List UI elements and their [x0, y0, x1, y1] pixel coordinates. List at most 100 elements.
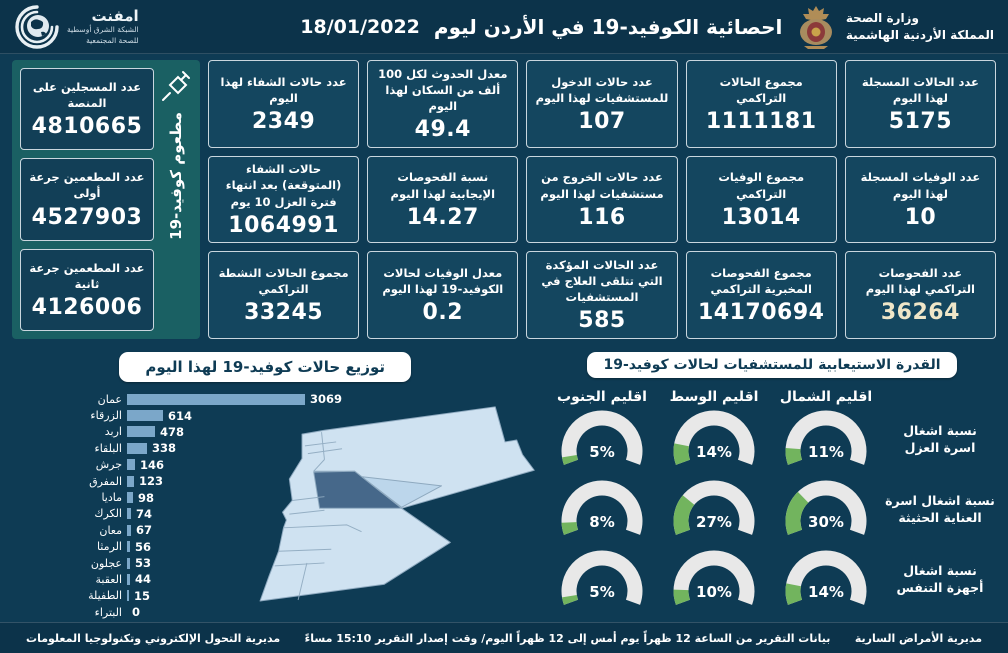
stat-card: معدل الوفيات لحالات الكوفيد-19 لهذا اليو…: [367, 251, 519, 340]
bar: [127, 573, 130, 585]
footer-right: مديرية الأمراض السارية: [854, 631, 982, 645]
stat-value: 13014: [721, 204, 801, 230]
stat-value: 4810665: [31, 114, 143, 140]
stat-label: مجموع الفحوصات المخبرية التراكمي: [710, 266, 812, 297]
syringe-icon: [161, 71, 190, 101]
stat-value: 10: [904, 204, 937, 230]
bar: [127, 524, 131, 536]
report-date: 18/01/2022: [300, 15, 420, 38]
header: وزارة الصحة المملكة الأردنية الهاشمية اح…: [0, 0, 1008, 54]
stat-value: 49.4: [414, 116, 471, 142]
ministry-name: وزارة الصحة: [845, 11, 919, 26]
bar: [127, 410, 163, 422]
bottom-section: القدرة الاستيعابية للمستشفيات لحالات كوف…: [0, 345, 1008, 622]
emphnet-logo-block: امفنت الشبكة الشرق أوسطية للصحة المجتمعي…: [14, 4, 139, 50]
stat-value: 36264: [880, 300, 960, 326]
bar: [127, 590, 129, 602]
bar-row: جرش 146: [95, 457, 165, 472]
stat-card: عدد المطعمين جرعة أولى 4527903: [19, 158, 154, 241]
gauge-col-north: اقليم الشمال: [779, 389, 873, 405]
ministry-kingdom: المملكة الأردنية الهاشمية: [845, 27, 994, 42]
gauge-ventilators-north: 14%: [785, 550, 867, 605]
stat-value: 14170694: [697, 300, 825, 326]
stat-value: 1111181: [705, 108, 817, 134]
svg-text:10%: 10%: [696, 583, 732, 601]
stats-grid: عدد الحالات المسجلة لهذا اليوم 5175 عدد …: [0, 54, 1008, 345]
bar: [127, 393, 305, 405]
jordan-map: [259, 406, 535, 602]
bar: [127, 442, 147, 454]
bar-row: الكرك 74: [94, 506, 153, 521]
stat-label: نسبة الفحوصات الإيجابية لهذا اليوم: [390, 170, 496, 201]
stat-label: عدد المطعمين جرعة ثانية: [29, 260, 145, 291]
bar: [127, 557, 130, 569]
stat-card: عدد الفحوصات التراكمي لهذا اليوم 36264: [844, 251, 996, 340]
bar-row: ماديا 98: [101, 490, 155, 505]
vaccination-cards: عدد المسجلين على المنصة 4810665 عدد المط…: [19, 68, 154, 331]
gauge-isolation-center: 14%: [673, 410, 755, 465]
gauge-grid: اقليم الشمال اقليم الوسط اقليم الجنوب نس…: [546, 383, 998, 615]
stat-card: مجموع الحالات التراكمي 1111181: [685, 60, 837, 148]
stat-card: عدد حالات الخروج من مستشفيات لهذا اليوم …: [526, 155, 678, 244]
gauge-col-center: اقليم الوسط: [669, 389, 759, 405]
stat-label: عدد حالات الشفاء لهذا اليوم: [220, 74, 347, 105]
emphnet-globe-icon: [15, 4, 59, 49]
bar-row: الطفيلة 15: [88, 588, 151, 603]
stat-value: 14.27: [406, 204, 479, 230]
stat-card: مجموع الحالات النشطة التراكمي 33245: [207, 251, 360, 340]
stat-label: عدد الوفيات المسجلة لهذا اليوم: [860, 170, 981, 201]
bar-row: عمان 3069: [97, 392, 343, 407]
case-distribution-title: توزيع حالات كوفيد-19 لهذا اليوم: [119, 352, 411, 382]
stat-label: مجموع الحالات النشطة التراكمي: [218, 266, 349, 297]
vaccination-side-label: مطعوم كوفيد-19: [166, 112, 185, 240]
stat-value: 33245: [244, 300, 324, 326]
stat-card: حالات الشفاء (المتوقعة) بعد انتهاء فترة …: [207, 155, 360, 244]
stat-label: عدد الحالات المسجلة لهذا اليوم: [861, 74, 979, 105]
svg-text:14%: 14%: [696, 443, 732, 461]
bar-row: اربد 478: [104, 424, 185, 439]
stat-value: 4527903: [31, 204, 143, 230]
stat-value: 1064991: [228, 212, 339, 238]
map-wrap: [222, 385, 544, 619]
svg-text:5%: 5%: [589, 583, 614, 601]
footer-left: مديرية التحول الإلكتروني وتكنولوجيا المع…: [26, 631, 281, 645]
stat-label: عدد المطعمين جرعة أولى: [29, 170, 145, 201]
bar: [127, 459, 135, 471]
gauge-icu-center: 27%: [673, 480, 755, 535]
bar-row: عجلون 53: [90, 556, 152, 571]
stat-label: عدد حالات الدخول للمستشفيات لهذا اليوم: [535, 74, 669, 105]
bar-row: المفرق 123: [89, 474, 164, 489]
vaccination-sidebar: مطعوم كوفيد-19: [160, 68, 192, 331]
stat-label: مجموع الوفيات التراكمي: [718, 170, 805, 201]
stat-label: معدل الوفيات لحالات الكوفيد-19 لهذا اليو…: [382, 266, 504, 297]
stats-col-recovery: عدد حالات الشفاء لهذا اليوم 2349 حالات ا…: [207, 60, 360, 340]
case-distribution-section: توزيع حالات كوفيد-19 لهذا اليوم: [10, 345, 546, 622]
gauge-icu-south: 8%: [561, 480, 643, 535]
stat-card: عدد المطعمين جرعة ثانية 4126006: [19, 248, 154, 331]
stat-value: 2349: [251, 108, 316, 134]
gauge-ventilators-center: 10%: [673, 550, 755, 605]
stat-card: مجموع الفحوصات المخبرية التراكمي 1417069…: [685, 251, 837, 340]
svg-text:8%: 8%: [589, 513, 614, 531]
governorate-bar-chart: عمان 3069 الزرقاء 614 اربد 478 البلقاء 338 ج…: [72, 391, 352, 620]
footer: مديرية الأمراض السارية بيانات التقرير من…: [0, 622, 1008, 653]
svg-text:5%: 5%: [589, 443, 614, 461]
svg-text:30%: 30%: [808, 513, 844, 531]
bar-row: العقبة 44: [95, 572, 152, 587]
stat-card: عدد المسجلين على المنصة 4810665: [19, 68, 154, 151]
bar: [127, 492, 133, 504]
stat-card: عدد حالات الشفاء لهذا اليوم 2349: [207, 60, 360, 148]
stat-card: مجموع الوفيات التراكمي 13014: [685, 155, 837, 244]
ministry-block: وزارة الصحة المملكة الأردنية الهاشمية: [794, 4, 994, 50]
bar: [127, 475, 134, 487]
bar: [127, 508, 131, 520]
vaccination-panel: مطعوم كوفيد-19 عدد المسجلين على المنصة 4…: [11, 60, 200, 339]
gauge-isolation-south: 5%: [561, 410, 643, 465]
stat-card: عدد الحالات المسجلة لهذا اليوم 5175: [844, 60, 996, 148]
bar-row: الزرقاء 614: [90, 408, 193, 423]
gauge-row-label-ventilators: نسبة اشغال أجهزة التنفس: [896, 563, 984, 595]
emphnet-name: امفنت: [91, 7, 139, 25]
stats-col-registered: عدد الحالات المسجلة لهذا اليوم 5175 عدد …: [844, 60, 996, 340]
stat-label: عدد المسجلين على المنصة: [32, 80, 142, 111]
